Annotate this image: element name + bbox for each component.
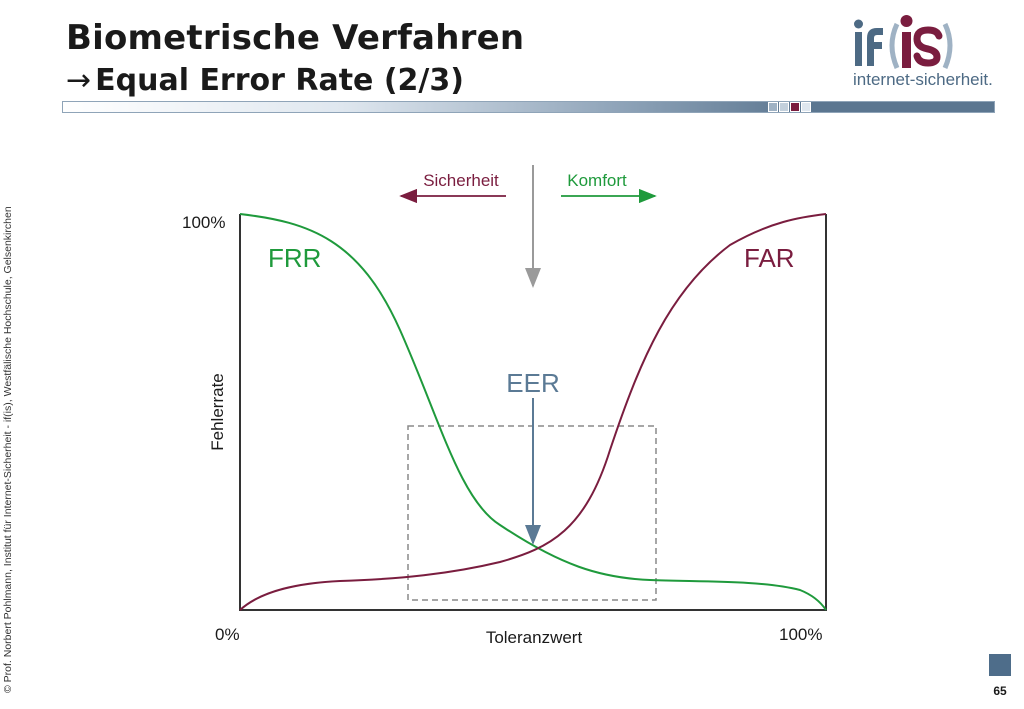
header-bar [62, 101, 995, 113]
label-x-end: 100% [779, 625, 822, 644]
y-axis-label: Fehlerrate [208, 373, 227, 450]
logo-text: internet-sicherheit. [853, 70, 993, 89]
label-y-top: 100% [182, 213, 225, 232]
slide-subtitle: → Equal Error Rate (2/3) [66, 63, 464, 98]
right-arrow-icon: → [66, 63, 92, 98]
label-eer: EER [506, 368, 559, 398]
x-axis-label: Toleranzwert [486, 628, 583, 647]
page-number: 65 [993, 684, 1007, 698]
ifis-logo [854, 15, 953, 69]
label-security: Sicherheit [423, 171, 499, 190]
label-frr: FRR [268, 243, 321, 273]
frr-curve [239, 213, 827, 611]
label-far: FAR [744, 243, 795, 273]
page-marker [989, 654, 1011, 676]
far-curve [239, 213, 827, 611]
label-x-start: 0% [215, 625, 240, 644]
ifis-logo-mark [854, 15, 953, 69]
header-bar-squares [768, 102, 812, 112]
label-comfort: Komfort [567, 171, 627, 190]
slide-title: Biometrische Verfahren [66, 18, 525, 58]
subtitle-text: Equal Error Rate (2/3) [95, 63, 464, 98]
